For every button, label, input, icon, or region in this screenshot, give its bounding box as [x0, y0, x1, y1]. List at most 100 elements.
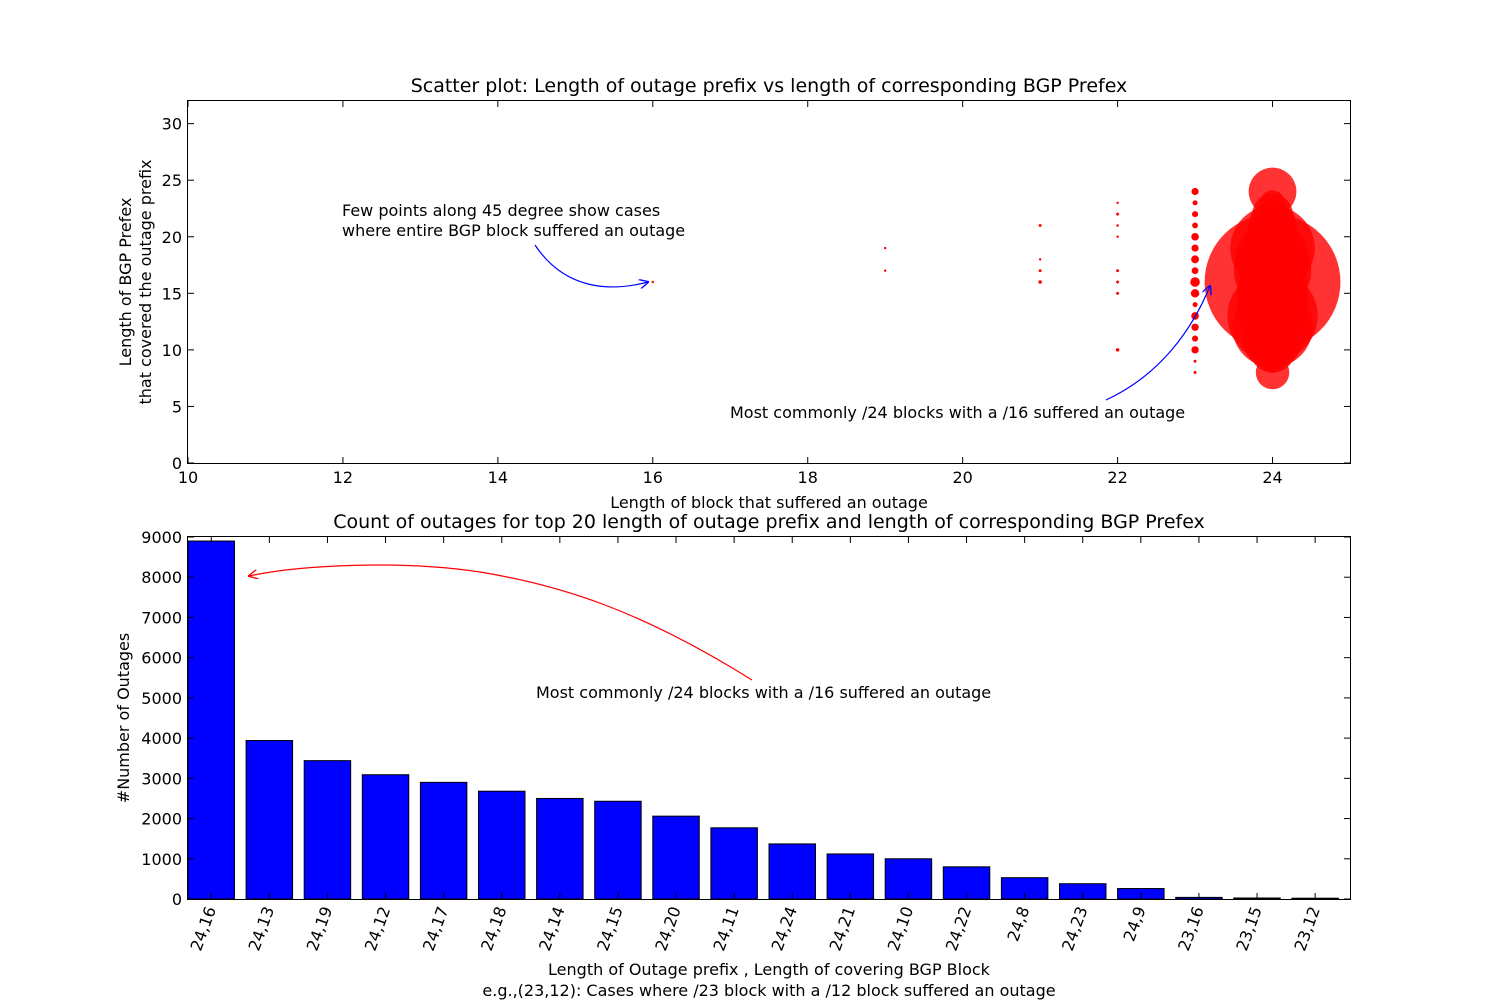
bar-annotation: Most commonly /24 blocks with a /16 suff…	[536, 683, 991, 702]
scatter-y-tick-label: 5	[172, 397, 182, 416]
scatter-x-tick-label: 14	[488, 468, 508, 487]
scatter-y-tick-label: 10	[162, 341, 182, 360]
scatter-point	[1191, 346, 1199, 354]
scatter-point	[1191, 323, 1199, 331]
scatter-point	[1192, 211, 1199, 218]
scatter-point	[1191, 255, 1200, 264]
bar	[884, 858, 933, 900]
bar-plot-frame	[187, 536, 1351, 900]
bar-x-tick-label: 24,24	[767, 904, 801, 954]
bar-title: Count of outages for top 20 length of ou…	[333, 511, 1205, 533]
bar-x-tick-label: 23,12	[1290, 904, 1324, 954]
bar-y-axis-label: #Number of Outages	[114, 633, 133, 803]
bar-x-axis-label-line1: Length of Outage prefix , Length of cove…	[548, 960, 991, 979]
bar-x-tick-label: 24,17	[419, 904, 453, 954]
scatter-point	[1116, 224, 1119, 227]
bar-y-ticks: 0 1000 2000 3000 4000 5000 6000 7000 8000 9000	[141, 528, 1350, 909]
scatter-point	[1191, 244, 1199, 252]
scatter-point	[1190, 277, 1200, 287]
scatter-point	[1193, 371, 1197, 374]
bar-y-tick-label: 5000	[141, 689, 182, 708]
bar-x-tick-label: 24,9	[1120, 904, 1150, 944]
scatter-y-ticks: 0 5 10 15 20 25 30	[162, 115, 1350, 473]
bar-x-tick-label: 24,14	[535, 904, 569, 954]
bar-chart: Count of outages for top 20 length of ou…	[114, 511, 1351, 1000]
scatter-point	[884, 246, 887, 250]
scatter-x-axis-label: Length of block that suffered an outage	[610, 493, 928, 512]
scatter-point	[1192, 302, 1198, 308]
bar	[594, 800, 642, 900]
scatter-x-tick-label: 16	[643, 468, 663, 487]
scatter-point	[1192, 222, 1198, 229]
scatter-y-tick-label: 15	[162, 284, 182, 303]
bar-x-tick-label: 24,21	[826, 904, 860, 954]
scatter-y-tick-label: 30	[162, 115, 182, 134]
scatter-x-ticks: 10 12 14 16 18 20 22 24	[178, 101, 1283, 487]
bar-x-tick-label: 24,23	[1058, 904, 1092, 954]
scatter-point	[1191, 187, 1199, 196]
scatter-point	[651, 280, 654, 284]
scatter-points	[651, 167, 1341, 390]
scatter-y-axis-label-line1: Length of BGP Prefex	[116, 198, 135, 367]
bar	[361, 774, 410, 900]
scatter-point	[1116, 280, 1120, 284]
scatter-point	[1193, 359, 1197, 363]
scatter-point	[1038, 269, 1042, 273]
bar-x-tick-label: 24,22	[942, 904, 976, 954]
bar-y-tick-label: 4000	[141, 729, 182, 748]
scatter-y-tick-label: 20	[162, 228, 182, 247]
bar-x-tick-label: 24,8	[1003, 904, 1033, 944]
scatter-annotation-diagonal-line2: where entire BGP block suffered an outag…	[342, 221, 685, 240]
bar-bars	[187, 540, 1339, 900]
scatter-x-tick-label: 20	[952, 468, 972, 487]
scatter-point	[1038, 258, 1042, 261]
bar	[478, 790, 526, 900]
bar-x-tick-label: 24,20	[651, 904, 685, 954]
scatter-annotation-diagonal-arrow	[534, 244, 648, 287]
scatter-point	[1038, 223, 1042, 227]
scatter-y-tick-label: 0	[172, 454, 182, 473]
scatter-point	[1116, 201, 1119, 205]
bar-x-tick-label: 23,16	[1174, 904, 1208, 954]
bar-x-tick-label: 24,18	[477, 904, 511, 954]
scatter-point	[1192, 200, 1198, 206]
scatter-point	[1260, 349, 1285, 373]
scatter-x-tick-label: 12	[333, 468, 353, 487]
bar	[245, 740, 294, 900]
bar	[710, 827, 758, 900]
scatter-point	[1192, 335, 1199, 342]
bar-x-axis-label-line2: e.g.,(23,12): Cases where /23 block with…	[482, 981, 1055, 1000]
scatter-x-tick-label: 24	[1262, 468, 1282, 487]
scatter-x-tick-label: 10	[178, 468, 198, 487]
bar-y-tick-label: 9000	[141, 528, 182, 547]
bar-y-tick-label: 0	[172, 890, 182, 909]
scatter-y-tick-label: 25	[162, 171, 182, 190]
scatter-title: Scatter plot: Length of outage prefix vs…	[411, 75, 1128, 97]
bar	[303, 760, 352, 900]
scatter-plot-frame	[187, 100, 1351, 464]
bar-y-tick-label: 7000	[141, 608, 182, 627]
bar-y-tick-label: 6000	[141, 649, 182, 668]
bar-x-tick-label: 24,11	[709, 904, 743, 954]
bar-x-tick-label: 24,16	[186, 904, 220, 954]
bar	[652, 815, 700, 900]
scatter-y-axis-label-line2: that covered the outage prefix	[136, 160, 155, 405]
scatter-point	[1038, 280, 1042, 284]
scatter-point	[1191, 267, 1199, 275]
bar-x-tick-label: 24,15	[593, 904, 627, 954]
scatter-x-tick-label: 22	[1107, 468, 1127, 487]
bar-y-tick-label: 8000	[141, 568, 182, 587]
bar-x-tick-label: 24,12	[361, 904, 395, 954]
scatter-point	[1116, 235, 1119, 238]
bar-y-tick-label: 2000	[141, 810, 182, 829]
scatter-annotation-common: Most commonly /24 blocks with a /16 suff…	[730, 403, 1185, 422]
bar-y-tick-label: 3000	[141, 769, 182, 788]
bar-x-tick-label: 24,10	[884, 904, 918, 954]
scatter-point	[884, 269, 887, 272]
scatter-point	[1191, 232, 1199, 241]
bar	[419, 781, 468, 900]
bar-x-tick-label: 24,19	[303, 904, 337, 954]
bar	[536, 797, 584, 900]
scatter-chart: Scatter plot: Length of outage prefix vs…	[116, 75, 1351, 512]
